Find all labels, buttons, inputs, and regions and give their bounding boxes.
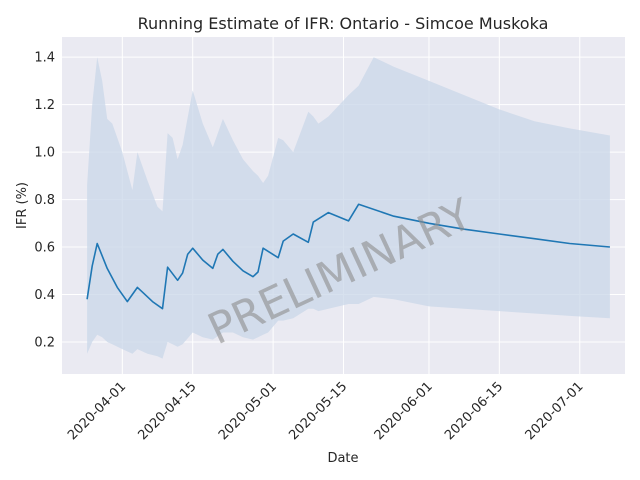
y-axis-label: IFR (%) (15, 182, 30, 229)
y-tick-label: 1.2 (34, 98, 55, 113)
chart-title: Running Estimate of IFR: Ontario - Simco… (138, 14, 549, 33)
x-axis-label: Date (327, 451, 358, 466)
confidence-band (87, 57, 610, 359)
y-tick-label: 0.8 (34, 193, 55, 208)
confidence-band-layer (87, 57, 610, 359)
y-tick-label: 0.2 (34, 335, 55, 350)
y-tick-label: 1.0 (34, 146, 55, 161)
series-line-layer (86, 203, 610, 310)
y-tick-label: 0.4 (34, 288, 55, 303)
y-tick-label: 1.4 (34, 51, 55, 66)
y-tick-label: 0.6 (34, 241, 55, 256)
ifr-series-line (86, 203, 610, 310)
